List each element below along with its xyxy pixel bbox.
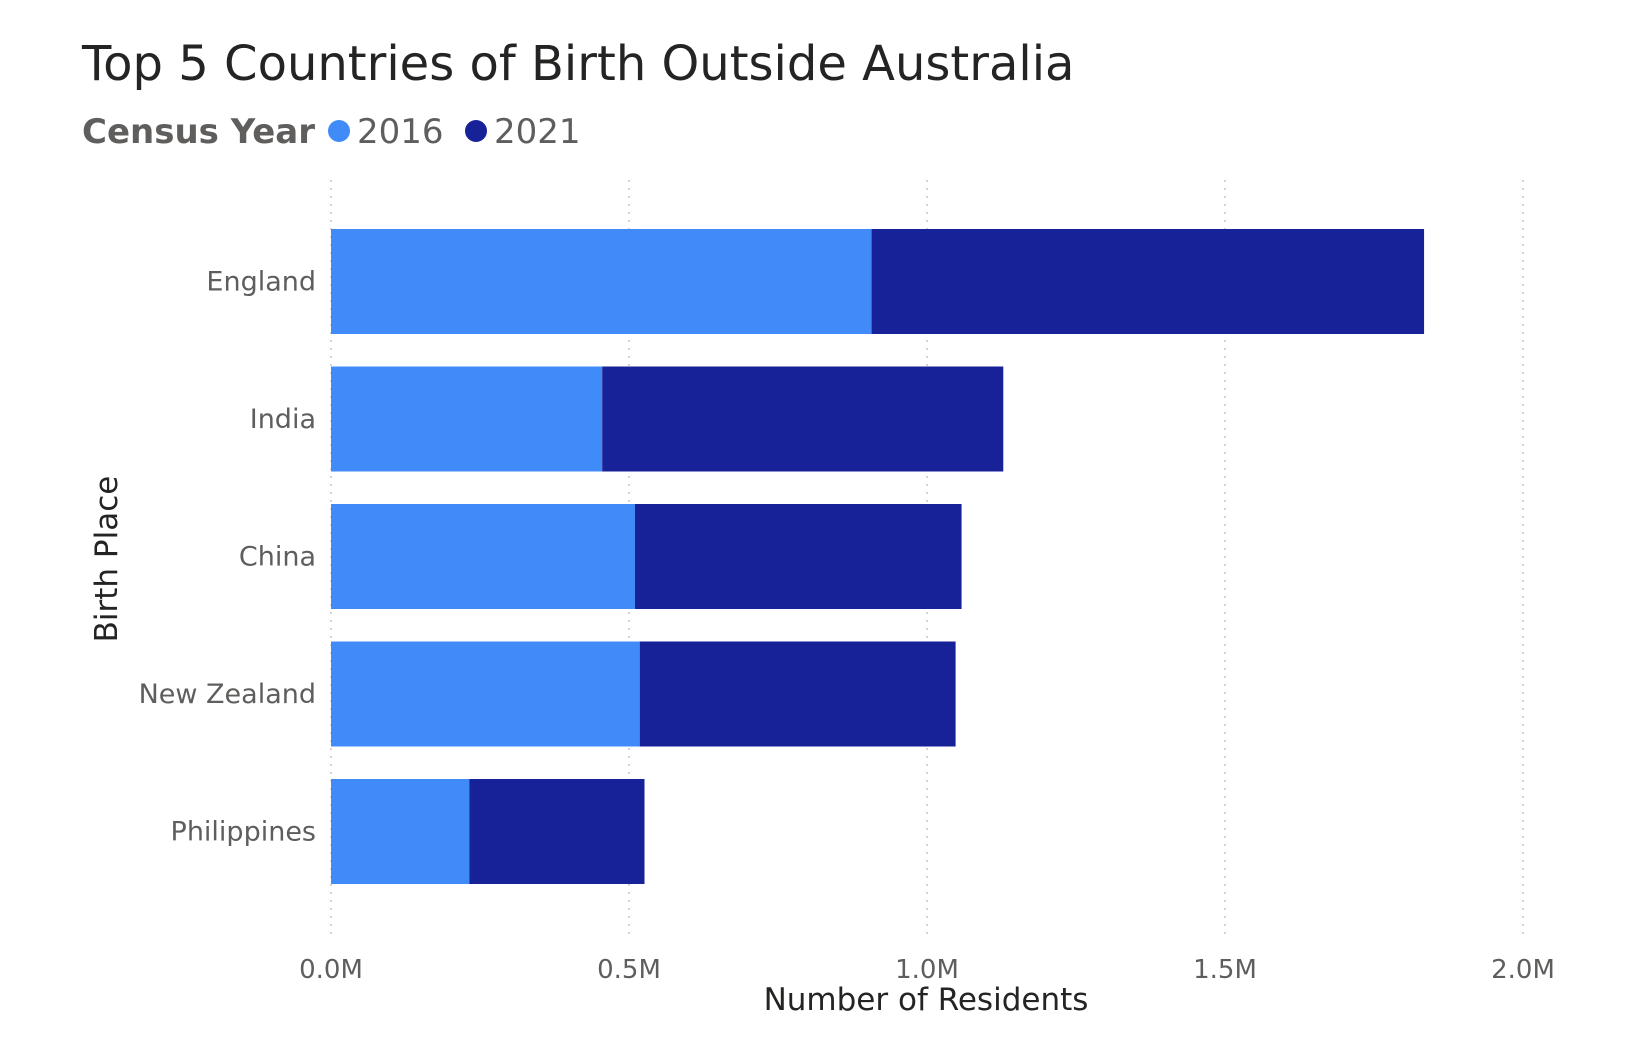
category-labels: England India China New Zealand Philippines (139, 267, 316, 848)
legend: Census Year 2016 2021 (82, 112, 581, 152)
x-tick-label-2: 1.0M (895, 955, 959, 985)
y-axis-title: Birth Place (89, 476, 125, 643)
bar-new-zealand-2016[interactable] (331, 641, 640, 747)
bar-china-2021[interactable] (634, 504, 962, 609)
chart-title: Top 5 Countries of Birth Outside Austral… (81, 36, 1074, 92)
bar-india-2021[interactable] (602, 366, 1004, 472)
bar-china-2016[interactable] (331, 504, 635, 609)
x-tick-labels: 0.0M 0.5M 1.0M 1.5M 2.0M (299, 955, 1555, 985)
bar-new-zealand-2021[interactable] (639, 641, 956, 747)
legend-title: Census Year (82, 112, 315, 152)
category-label-china: China (239, 542, 316, 573)
category-label-philippines: Philippines (171, 817, 316, 848)
legend-marker-2021 (465, 120, 487, 142)
x-tick-label-1: 0.5M (597, 955, 661, 985)
x-tick-label-3: 1.5M (1193, 955, 1257, 985)
bar-philippines-2021[interactable] (469, 779, 645, 884)
category-label-england: England (206, 267, 316, 298)
bar-england-2021[interactable] (871, 229, 1425, 334)
bar-england-2016[interactable] (331, 229, 872, 334)
legend-label-2016: 2016 (357, 112, 444, 152)
category-label-india: India (250, 404, 316, 435)
legend-label-2021: 2021 (494, 112, 581, 152)
legend-marker-2016 (328, 120, 350, 142)
category-label-new-zealand: New Zealand (139, 679, 316, 710)
x-tick-label-4: 2.0M (1491, 955, 1555, 985)
x-tick-label-0: 0.0M (299, 955, 363, 985)
x-axis-title: Number of Residents (764, 982, 1089, 1018)
bars (331, 229, 1425, 884)
bar-philippines-2016[interactable] (331, 779, 470, 884)
bar-india-2016[interactable] (331, 366, 603, 472)
